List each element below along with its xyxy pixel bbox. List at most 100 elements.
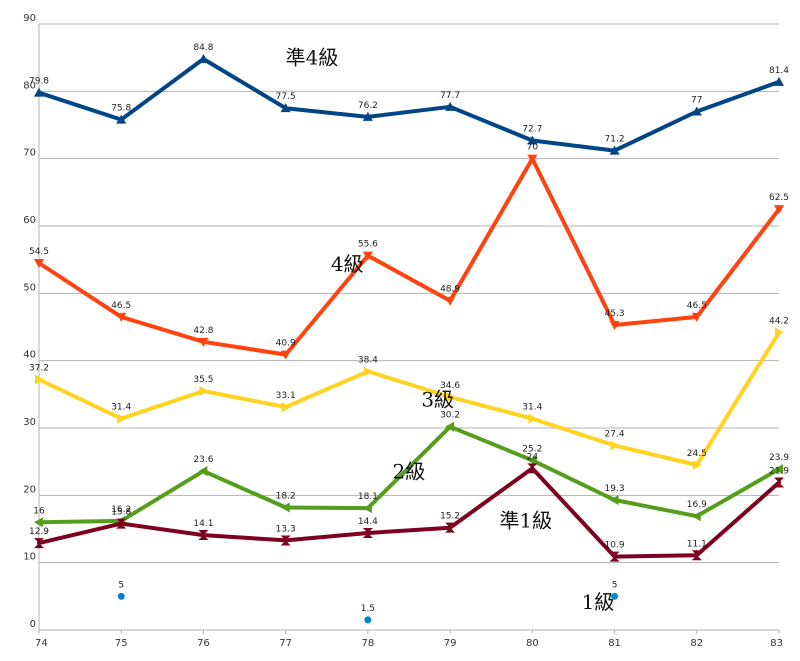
series-4-data-label-76: 23.6: [193, 455, 213, 465]
series-1-data-label-81: 71.2: [605, 135, 625, 145]
series-6-point-78: [364, 616, 372, 624]
series-2-data-label-74: 54.5: [29, 247, 49, 257]
series-2-data-label-78: 55.6: [358, 240, 378, 250]
series-1-data-label-83: 81.4: [769, 66, 789, 76]
series-3-name-label: 3級: [421, 387, 454, 411]
series-3-data-label-75: 31.4: [111, 403, 131, 413]
series-5-line: [37, 466, 781, 559]
series-2-point-80: [527, 154, 538, 164]
series-2-point-78: [362, 251, 373, 261]
series-5-point-79: [445, 522, 456, 533]
series-3-data-label-80: 31.4: [522, 403, 542, 413]
series-2-data-label-83: 62.5: [769, 193, 789, 203]
y-tick-60: 60: [23, 215, 36, 226]
series-3-data-label-83: 44.2: [769, 316, 789, 326]
series-1-line: [37, 57, 781, 153]
series-1-data-label-78: 76.2: [358, 101, 378, 111]
x-tick-82: 82: [690, 638, 703, 649]
series-1-point-74: [34, 87, 44, 97]
series-5-point-75: [116, 518, 127, 529]
series-6-point-75: [117, 592, 125, 600]
y-axis-tick-labels: 0 10 20 30 40 50 60 70 80 90: [23, 13, 36, 630]
y-tick-10: 10: [23, 552, 36, 563]
series-1-point-82: [691, 106, 702, 116]
series-1-point-76: [198, 54, 209, 64]
series-1-point-79: [445, 101, 456, 111]
series-1-data-label-75: 75.8: [111, 104, 131, 114]
series-1-data-label-80: 72.7: [522, 124, 542, 134]
series-1-point-75: [116, 114, 127, 124]
series-2-point-79: [445, 296, 456, 306]
series-2-point-75: [116, 312, 127, 322]
series-5-data-label-78: 14.4: [358, 517, 378, 527]
series-2-data-label-80: 70: [527, 143, 539, 153]
series-2-data-label-79: 48.9: [440, 285, 460, 295]
series-1-data-label-77: 77.5: [276, 92, 296, 102]
series-5-point-77: [280, 535, 291, 546]
series-5-point-78: [362, 528, 373, 539]
series-6-point-81: [611, 592, 619, 600]
series-3-point-78: [363, 366, 373, 377]
series-1-point-78: [362, 111, 373, 121]
y-tick-0: 0: [30, 619, 36, 630]
x-tick-81: 81: [608, 638, 621, 649]
series-3-point-81: [610, 440, 620, 451]
series-5-data-label-82: 11.1: [687, 539, 707, 549]
series-4-data-label-81: 19.3: [605, 484, 625, 494]
series-2-point-83: [774, 205, 784, 215]
x-tick-75: 75: [115, 638, 128, 649]
series-1-point-83: [774, 76, 784, 86]
series-4-point-78: [362, 503, 372, 514]
series-4-point-74: [34, 517, 43, 528]
series-2-point-77: [280, 350, 291, 360]
grid-lines: [38, 23, 780, 634]
series-5-point-74: [34, 538, 44, 549]
x-axis-tick-labels: 74 75 76 77 78 79 80 81 82 83: [35, 638, 783, 649]
y-tick-80: 80: [23, 80, 36, 91]
series-4-point-79: [445, 421, 455, 432]
series-3-data-label-74: 37.2: [29, 364, 49, 374]
series-5-point-82: [691, 550, 702, 561]
series-2-data-label-75: 46.5: [111, 301, 131, 311]
series-5-data-label-79: 15.2: [440, 512, 460, 522]
series-5-point-81: [609, 551, 620, 562]
series-4-point-77: [280, 502, 290, 513]
y-tick-70: 70: [23, 148, 36, 159]
series-4-data-label-78: 18.1: [358, 492, 378, 502]
series-3-data-label-81: 27.4: [605, 430, 625, 440]
series-3-point-75: [117, 413, 127, 424]
series-4-data-label-80: 25.2: [522, 444, 542, 454]
series-3-line: [37, 330, 781, 467]
series-1-point-77: [280, 103, 291, 113]
series-3-data-label-79: 34.6: [440, 381, 460, 391]
series-3-data-label-78: 38.4: [358, 355, 378, 365]
y-tick-30: 30: [23, 417, 36, 428]
x-tick-77: 77: [279, 638, 292, 649]
series-1-point-80: [527, 135, 538, 145]
series-3-point-76: [199, 385, 209, 396]
y-tick-90: 90: [23, 13, 36, 24]
series-6-data-label-81: 5: [612, 580, 618, 590]
series-2-data-label-81: 45.3: [605, 309, 625, 319]
series-5-data-label-76: 14.1: [193, 519, 213, 529]
series-3-point-79: [446, 392, 456, 403]
series-6-data-label-78: 1.5: [361, 604, 375, 614]
series-4-point-80: [527, 455, 537, 466]
series-3-point-82: [692, 460, 702, 471]
y-tick-20: 20: [23, 484, 36, 495]
series-4-data-label-74: 16: [33, 506, 45, 516]
series-layer: [34, 54, 784, 624]
series-4-data-label-79: 30.2: [440, 411, 460, 421]
series-2-point-76: [198, 337, 209, 347]
y-tick-50: 50: [23, 282, 36, 293]
series-1-data-label-79: 77.7: [440, 91, 460, 101]
x-tick-76: 76: [197, 638, 210, 649]
x-tick-79: 79: [444, 638, 457, 649]
series-4-name-label: 2級: [393, 460, 426, 484]
series-4-point-82: [691, 511, 701, 522]
series-1-point-81: [609, 145, 620, 155]
series-5-data-label-83: 21.9: [769, 467, 789, 477]
series-5-point-76: [198, 530, 209, 541]
series-2-point-82: [691, 312, 702, 322]
series-4-data-label-82: 16.9: [687, 500, 707, 510]
